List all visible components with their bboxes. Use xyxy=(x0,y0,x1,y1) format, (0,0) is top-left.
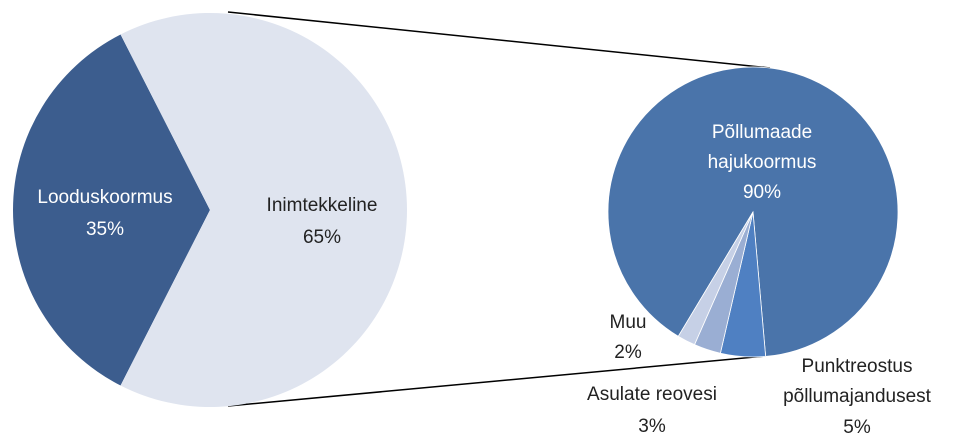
slice-label: Muu xyxy=(609,312,647,333)
slice-label: Inimtekkeline xyxy=(266,195,378,216)
pie-slice xyxy=(607,66,899,357)
pie-slice xyxy=(677,211,754,346)
pie-slice xyxy=(120,12,408,407)
pie-slice xyxy=(13,34,210,386)
slice-label: Põllumaade hajukoormus xyxy=(707,122,817,173)
slice-value-label: 2% xyxy=(614,342,642,363)
slice-value-label: 35% xyxy=(85,219,125,240)
slice-label: Asulate reovesi xyxy=(587,384,717,405)
slice-value-label: 5% xyxy=(843,417,871,438)
slice-value-label: 3% xyxy=(638,416,666,437)
slice-label: Punktreostus põllumajandusest xyxy=(783,356,931,407)
slice-value-label: 90% xyxy=(742,182,782,203)
slice-label: Looduskoormus xyxy=(37,187,173,208)
connector-line xyxy=(227,11,771,69)
connector-line xyxy=(227,355,767,407)
slice-value-label: 65% xyxy=(302,227,342,248)
